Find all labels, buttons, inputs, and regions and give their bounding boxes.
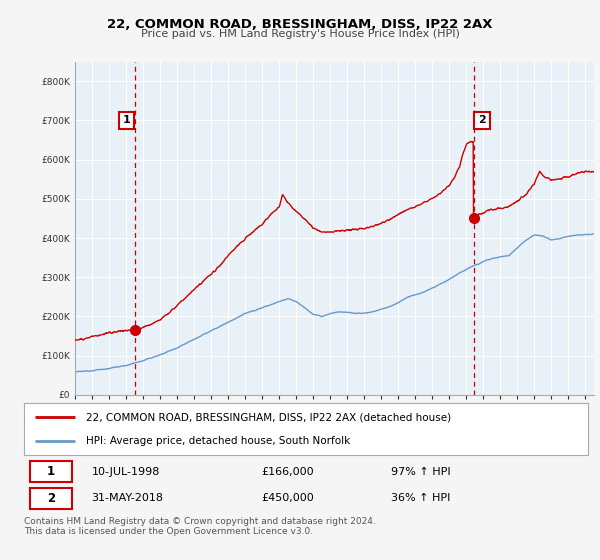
Text: HPI: Average price, detached house, South Norfolk: HPI: Average price, detached house, Sout… (86, 436, 350, 446)
FancyBboxPatch shape (29, 461, 72, 482)
Text: 10-JUL-1998: 10-JUL-1998 (92, 467, 160, 477)
Text: 2: 2 (47, 492, 55, 505)
Text: 31-MAY-2018: 31-MAY-2018 (92, 493, 164, 503)
Text: Contains HM Land Registry data © Crown copyright and database right 2024.
This d: Contains HM Land Registry data © Crown c… (24, 517, 376, 536)
Text: 36% ↑ HPI: 36% ↑ HPI (391, 493, 450, 503)
FancyBboxPatch shape (29, 488, 72, 508)
Text: 1: 1 (47, 465, 55, 478)
Text: 22, COMMON ROAD, BRESSINGHAM, DISS, IP22 2AX (detached house): 22, COMMON ROAD, BRESSINGHAM, DISS, IP22… (86, 412, 451, 422)
Text: £166,000: £166,000 (261, 467, 314, 477)
Text: 22, COMMON ROAD, BRESSINGHAM, DISS, IP22 2AX: 22, COMMON ROAD, BRESSINGHAM, DISS, IP22… (107, 18, 493, 31)
Text: £450,000: £450,000 (261, 493, 314, 503)
Text: Price paid vs. HM Land Registry's House Price Index (HPI): Price paid vs. HM Land Registry's House … (140, 29, 460, 39)
Text: 97% ↑ HPI: 97% ↑ HPI (391, 467, 450, 477)
Text: 1: 1 (122, 115, 130, 125)
Text: 2: 2 (478, 115, 486, 125)
